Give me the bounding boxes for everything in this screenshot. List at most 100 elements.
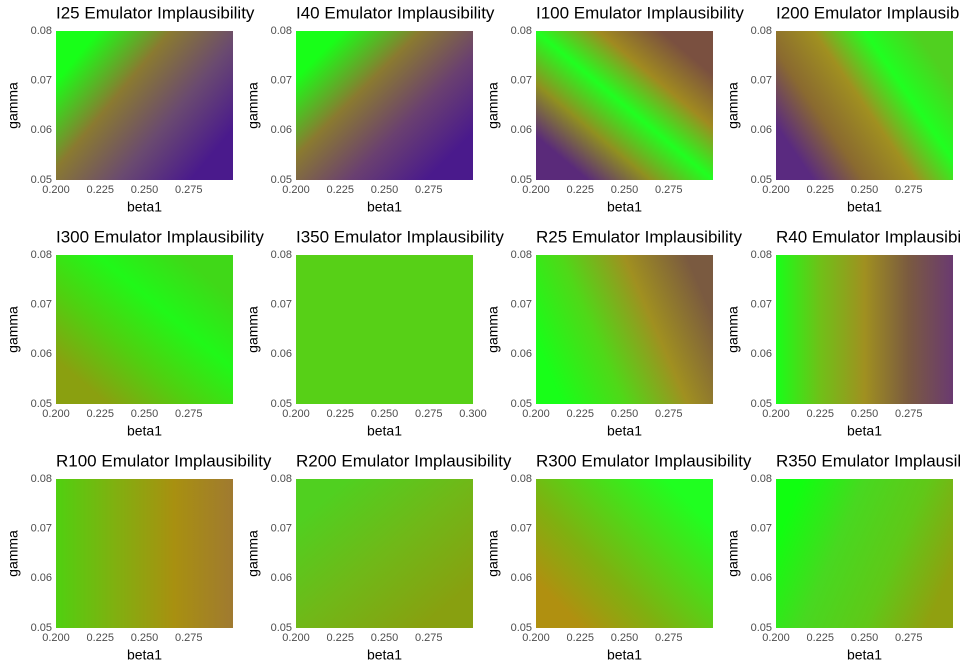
x-tick-label: 0.200 bbox=[42, 632, 70, 644]
chart-title: I300 Emulator Implausibility bbox=[56, 227, 264, 246]
x-tick-label: 0.250 bbox=[851, 408, 879, 420]
y-tick-label: 0.07 bbox=[511, 75, 532, 87]
y-tick-label: 0.07 bbox=[751, 523, 772, 535]
y-tick-label: 0.08 bbox=[271, 249, 292, 261]
x-tick-label: 0.300 bbox=[459, 408, 487, 420]
x-tick-label: 0.200 bbox=[522, 632, 550, 644]
y-tick-label: 0.05 bbox=[31, 174, 52, 186]
y-tick-label: 0.08 bbox=[751, 25, 772, 37]
contour-field bbox=[536, 479, 713, 628]
y-tick-label: 0.08 bbox=[271, 25, 292, 37]
y-tick-label: 0.05 bbox=[511, 174, 532, 186]
y-tick-label: 0.05 bbox=[271, 174, 292, 186]
y-tick-label: 0.05 bbox=[751, 622, 772, 634]
x-tick-label: 0.225 bbox=[86, 632, 114, 644]
contour-field bbox=[56, 255, 233, 404]
x-tick-label: 0.225 bbox=[86, 184, 114, 196]
y-axis-label: gamma bbox=[725, 82, 741, 129]
chart-title: I200 Emulator Implausibility bbox=[776, 3, 960, 22]
y-tick-label: 0.06 bbox=[751, 348, 772, 360]
contour-field bbox=[536, 255, 713, 404]
x-tick-label: 0.275 bbox=[895, 632, 923, 644]
y-tick-label: 0.06 bbox=[511, 124, 532, 136]
y-tick-label: 0.08 bbox=[751, 473, 772, 485]
y-tick-label: 0.07 bbox=[31, 299, 52, 311]
x-axis-label: beta1 bbox=[607, 647, 642, 663]
x-tick-label: 0.225 bbox=[566, 632, 594, 644]
y-tick-label: 0.06 bbox=[511, 572, 532, 584]
x-axis-label: beta1 bbox=[847, 647, 882, 663]
x-tick-label: 0.275 bbox=[175, 408, 203, 420]
y-tick-label: 0.07 bbox=[31, 75, 52, 87]
x-tick-label: 0.200 bbox=[762, 184, 790, 196]
contour-field bbox=[536, 31, 713, 180]
x-tick-label: 0.250 bbox=[611, 184, 639, 196]
y-tick-label: 0.05 bbox=[751, 174, 772, 186]
y-tick-label: 0.07 bbox=[751, 299, 772, 311]
y-tick-label: 0.07 bbox=[511, 523, 532, 535]
x-tick-label: 0.200 bbox=[282, 408, 310, 420]
y-axis-label: gamma bbox=[245, 82, 261, 129]
x-tick-label: 0.275 bbox=[655, 184, 683, 196]
chart-title: R40 Emulator Implausibility bbox=[776, 227, 960, 246]
y-tick-label: 0.06 bbox=[751, 572, 772, 584]
chart-title: R300 Emulator Implausibility bbox=[536, 451, 752, 470]
x-tick-label: 0.275 bbox=[655, 632, 683, 644]
x-axis-label: beta1 bbox=[367, 423, 402, 439]
chart-title: I350 Emulator Implausibility bbox=[296, 227, 504, 246]
y-tick-label: 0.08 bbox=[31, 25, 52, 37]
y-tick-label: 0.07 bbox=[511, 299, 532, 311]
y-tick-label: 0.06 bbox=[31, 572, 52, 584]
chart-title: R350 Emulator Implausibility bbox=[776, 451, 960, 470]
chart-title: I100 Emulator Implausibility bbox=[536, 3, 744, 22]
y-tick-label: 0.08 bbox=[511, 25, 532, 37]
chart-title: R25 Emulator Implausibility bbox=[536, 227, 742, 246]
y-tick-label: 0.07 bbox=[751, 75, 772, 87]
y-axis-label: gamma bbox=[5, 306, 21, 353]
y-tick-label: 0.06 bbox=[751, 124, 772, 136]
x-axis-label: beta1 bbox=[367, 199, 402, 215]
y-tick-label: 0.06 bbox=[271, 348, 292, 360]
x-tick-label: 0.250 bbox=[851, 184, 879, 196]
x-tick-label: 0.250 bbox=[611, 408, 639, 420]
x-tick-label: 0.250 bbox=[851, 632, 879, 644]
x-tick-label: 0.225 bbox=[806, 632, 834, 644]
x-tick-label: 0.250 bbox=[611, 632, 639, 644]
y-axis-label: gamma bbox=[725, 530, 741, 577]
y-tick-label: 0.07 bbox=[271, 523, 292, 535]
contour-field bbox=[56, 479, 233, 628]
y-tick-label: 0.07 bbox=[271, 75, 292, 87]
x-tick-label: 0.200 bbox=[282, 632, 310, 644]
contour-field bbox=[296, 255, 473, 404]
y-tick-label: 0.05 bbox=[271, 622, 292, 634]
x-tick-label: 0.225 bbox=[806, 184, 834, 196]
chart-title: I25 Emulator Implausibility bbox=[56, 3, 255, 22]
y-tick-label: 0.05 bbox=[31, 622, 52, 634]
y-tick-label: 0.08 bbox=[751, 249, 772, 261]
chart-title: I40 Emulator Implausibility bbox=[296, 3, 495, 22]
x-tick-label: 0.200 bbox=[762, 632, 790, 644]
y-tick-label: 0.06 bbox=[511, 348, 532, 360]
y-axis-label: gamma bbox=[5, 82, 21, 129]
x-tick-label: 0.275 bbox=[415, 184, 443, 196]
chart-title: R100 Emulator Implausibility bbox=[56, 451, 272, 470]
x-tick-label: 0.275 bbox=[175, 184, 203, 196]
x-tick-label: 0.275 bbox=[895, 408, 923, 420]
contour-field bbox=[296, 31, 473, 180]
contour-field bbox=[56, 31, 233, 180]
y-tick-label: 0.08 bbox=[511, 473, 532, 485]
chart-title: R200 Emulator Implausibility bbox=[296, 451, 512, 470]
x-tick-label: 0.225 bbox=[86, 408, 114, 420]
x-tick-label: 0.200 bbox=[42, 184, 70, 196]
y-tick-label: 0.08 bbox=[511, 249, 532, 261]
y-tick-label: 0.05 bbox=[751, 398, 772, 410]
x-tick-label: 0.200 bbox=[282, 184, 310, 196]
x-tick-label: 0.200 bbox=[42, 408, 70, 420]
x-tick-label: 0.275 bbox=[415, 408, 443, 420]
x-tick-label: 0.200 bbox=[522, 408, 550, 420]
y-axis-label: gamma bbox=[245, 306, 261, 353]
contour-field bbox=[776, 31, 953, 180]
y-axis-label: gamma bbox=[485, 530, 501, 577]
y-tick-label: 0.08 bbox=[271, 473, 292, 485]
